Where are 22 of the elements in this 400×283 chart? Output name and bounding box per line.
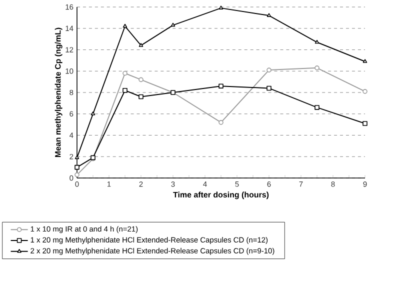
point xyxy=(266,68,272,72)
point xyxy=(138,43,144,47)
point xyxy=(218,120,224,125)
point xyxy=(138,94,144,100)
point xyxy=(218,84,224,88)
point xyxy=(122,24,128,28)
point xyxy=(362,121,368,126)
point xyxy=(170,22,176,27)
point xyxy=(138,77,144,82)
point xyxy=(74,164,80,170)
point xyxy=(314,66,320,70)
point xyxy=(122,88,128,93)
point xyxy=(122,70,128,76)
point xyxy=(362,59,368,63)
point xyxy=(266,86,272,91)
point xyxy=(266,13,272,17)
point xyxy=(74,172,80,178)
point xyxy=(314,105,320,110)
point xyxy=(362,89,368,94)
point xyxy=(90,111,96,116)
point xyxy=(218,6,224,10)
point xyxy=(314,40,320,44)
